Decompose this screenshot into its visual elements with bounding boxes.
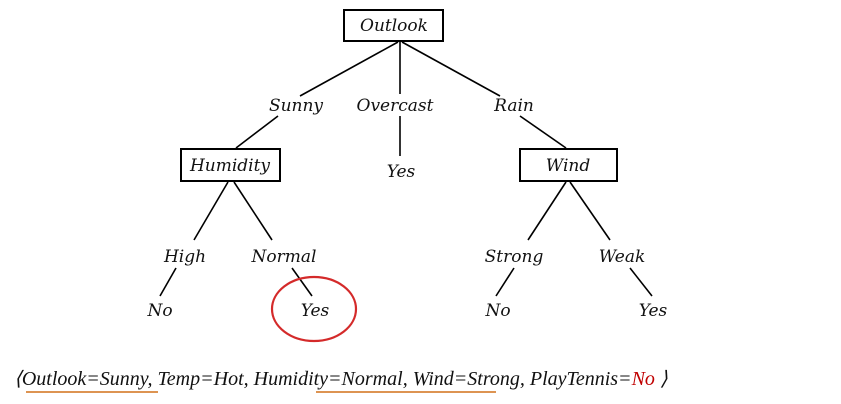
caption-sep-2: ,: [244, 368, 254, 390]
caption-playtennis-value: No: [631, 368, 655, 390]
branch-sunny-label: Sunny: [269, 96, 323, 116]
caption-close-bracket: ⟩: [655, 368, 668, 390]
edge-humidity-high: [193, 181, 229, 241]
branch-rain-label: Rain: [493, 96, 534, 116]
branch-high-label: High: [163, 247, 206, 267]
caption-temp: Temp=Hot: [158, 368, 245, 390]
caption-sep-1: ,: [148, 368, 158, 390]
node-humidity-box: [180, 148, 281, 182]
node-outlook-label: Outlook: [360, 16, 428, 36]
caption-playtennis-key: PlayTennis=: [529, 368, 632, 390]
edge-humidity-normal: [233, 181, 273, 241]
edge-wind-weak: [569, 181, 611, 241]
branch-overcast-label: Overcast: [357, 96, 434, 116]
leaf-normal-yes: Yes: [301, 301, 330, 321]
caption-sep-4: ,: [520, 368, 530, 390]
leaf-high-no: No: [146, 301, 172, 321]
branch-normal-label: Normal: [251, 247, 317, 267]
edge-rain-wind: [519, 115, 567, 149]
node-wind-box: [519, 148, 618, 182]
caption-humidity: Humidity=Normal: [253, 368, 403, 390]
branch-strong-label: Strong: [485, 247, 544, 267]
edge-high-no: [159, 267, 177, 297]
edge-outlook-rain: [401, 41, 501, 97]
leaf-strong-no: No: [484, 301, 510, 321]
node-humidity-label: Humidity: [189, 156, 270, 176]
leaf-overcast-yes: Yes: [387, 162, 416, 182]
leaf-weak-yes: Yes: [639, 301, 668, 321]
edge-weak-yes: [629, 267, 653, 297]
example-caption: ⟨Outlook=Sunny, Temp=Hot, Humidity=Norma…: [14, 368, 668, 390]
node-wind-label: Wind: [546, 156, 591, 176]
highlight-circle: [270, 275, 358, 343]
edge-strong-no: [495, 267, 515, 297]
node-outlook-box: [343, 9, 444, 42]
edge-outlook-sunny: [299, 41, 399, 97]
edge-wind-strong: [527, 181, 567, 241]
caption-wind: Wind=Strong: [413, 368, 520, 390]
caption-open-bracket: ⟨: [14, 368, 24, 390]
edge-sunny-humidity: [235, 115, 279, 149]
caption-outlook: Outlook=Sunny: [22, 368, 149, 390]
branch-weak-label: Weak: [599, 247, 646, 267]
caption-sep-3: ,: [403, 368, 413, 390]
edge-normal-yes: [291, 267, 313, 297]
